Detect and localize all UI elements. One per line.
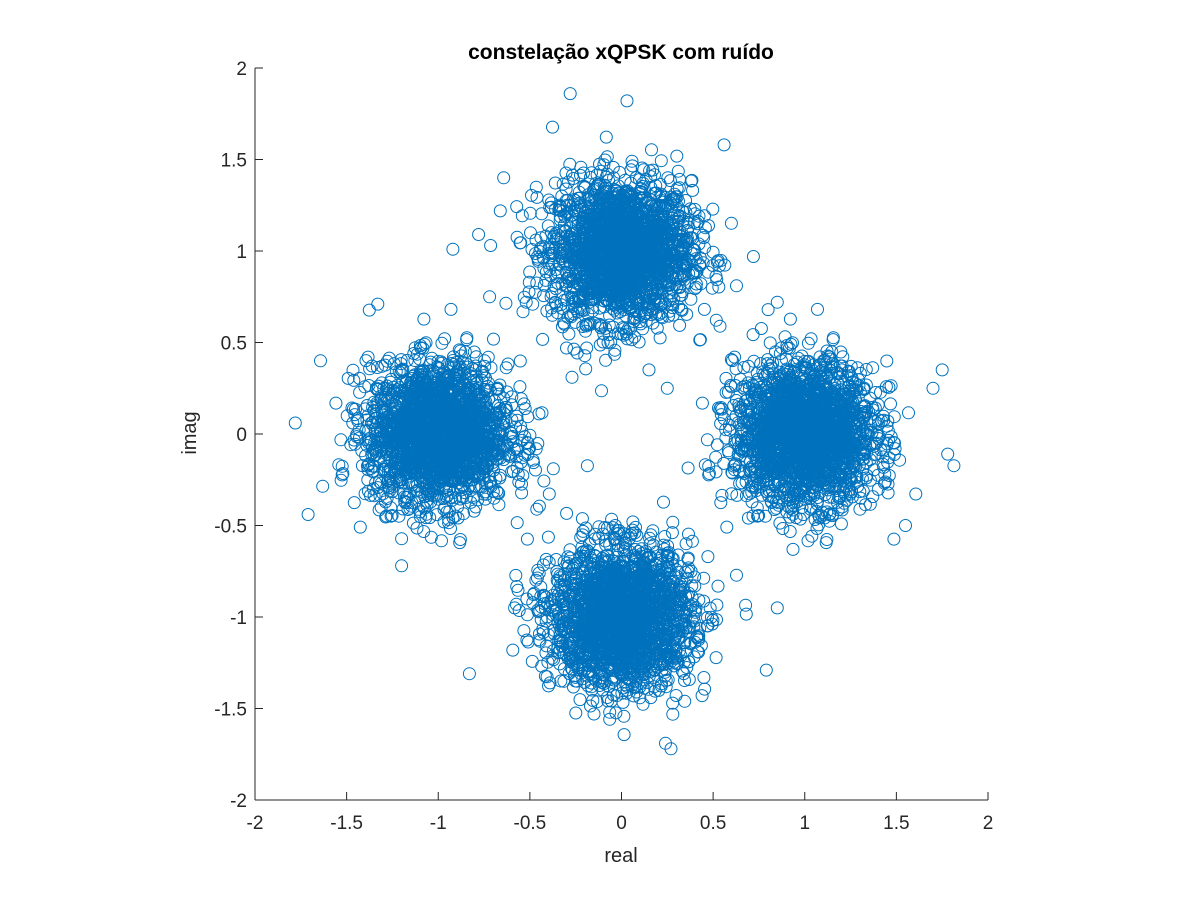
scatter-point (706, 202, 720, 216)
scatter-point (654, 154, 668, 168)
scatter-point (887, 532, 901, 546)
scatter-point (632, 335, 646, 349)
scatter-point (880, 354, 894, 368)
scatter-point (724, 216, 738, 230)
scatter-point (499, 296, 513, 310)
scatter-point (754, 322, 768, 335)
scatter-point (655, 311, 669, 325)
scatter-point (587, 707, 601, 721)
scatter-point (599, 130, 613, 144)
scatter-point (593, 338, 607, 352)
scatter-point (739, 607, 753, 621)
scatter-point (804, 332, 818, 346)
scatter-point (617, 728, 631, 742)
scatter-point (692, 209, 706, 223)
scatter-point (510, 200, 524, 214)
scatter-point (884, 397, 897, 411)
scatter-point (778, 330, 792, 344)
scatter-point (728, 350, 742, 364)
scatter-point (511, 583, 525, 597)
scatter-point (786, 542, 800, 556)
scatter-points (288, 87, 961, 756)
scatter-point (741, 359, 755, 373)
scatter-point (526, 297, 540, 311)
scatter-point (564, 310, 578, 324)
scatter-point (599, 353, 613, 367)
scatter-point (902, 406, 915, 420)
scatter-point (746, 328, 760, 342)
scatter-point (515, 209, 529, 223)
scatter-point (836, 350, 850, 364)
scatter-point (570, 346, 584, 360)
scatter-point (497, 171, 511, 185)
scatter-point (712, 280, 726, 294)
scatter-point (730, 279, 743, 293)
scatter-point (697, 231, 711, 245)
scatter-point (661, 171, 675, 185)
scatter-point (546, 120, 559, 134)
scatter-point (801, 336, 815, 350)
scatter-point (834, 517, 848, 531)
scatter-point (671, 164, 685, 178)
scatter-point (523, 206, 537, 220)
scatter-point (763, 336, 777, 350)
scatter-point (537, 278, 551, 292)
scatter-point (600, 150, 614, 164)
scatter-point (663, 174, 677, 188)
scatter-point (702, 219, 715, 233)
scatter-point (579, 362, 593, 376)
scatter-point (887, 410, 901, 424)
scatter-point (684, 174, 698, 188)
scatter-point (695, 396, 709, 410)
scatter-point (719, 371, 733, 385)
scatter-point (783, 312, 797, 326)
scatter-point (536, 332, 550, 346)
scatter-point (701, 550, 715, 564)
scatter-point (698, 682, 712, 696)
scatter-point (720, 520, 734, 534)
scatter-point (601, 336, 615, 349)
scatter-point (693, 333, 707, 347)
scatter-point (733, 477, 747, 490)
scatter-point (686, 183, 700, 197)
scatter-point (548, 176, 562, 190)
scatter-point (578, 349, 592, 363)
scatter-point (947, 459, 961, 473)
scatter-point (522, 275, 536, 289)
scatter-point (535, 207, 549, 221)
scatter-point (542, 193, 556, 207)
scatter-point (595, 384, 608, 398)
scatter-point (673, 318, 687, 332)
scatter-point (724, 353, 738, 366)
scatter-point (608, 343, 622, 357)
scatter-point (909, 487, 923, 501)
scatter-point (484, 239, 498, 252)
scatter-point (700, 433, 714, 447)
scatter-point (670, 149, 684, 163)
scatter-point (678, 694, 692, 708)
scatter-point (539, 265, 553, 279)
scatter-point (626, 159, 639, 173)
scatter-point (493, 204, 507, 218)
scatter-point (737, 361, 751, 374)
scatter-point (645, 143, 658, 157)
scatter-point (585, 166, 598, 180)
scatter-point (783, 525, 797, 538)
scatter-point (670, 182, 684, 196)
scatter-point (697, 302, 711, 316)
scatter-point (657, 495, 670, 509)
scatter-point (562, 327, 576, 341)
scatter-point (811, 302, 824, 316)
scatter-point (709, 450, 723, 464)
